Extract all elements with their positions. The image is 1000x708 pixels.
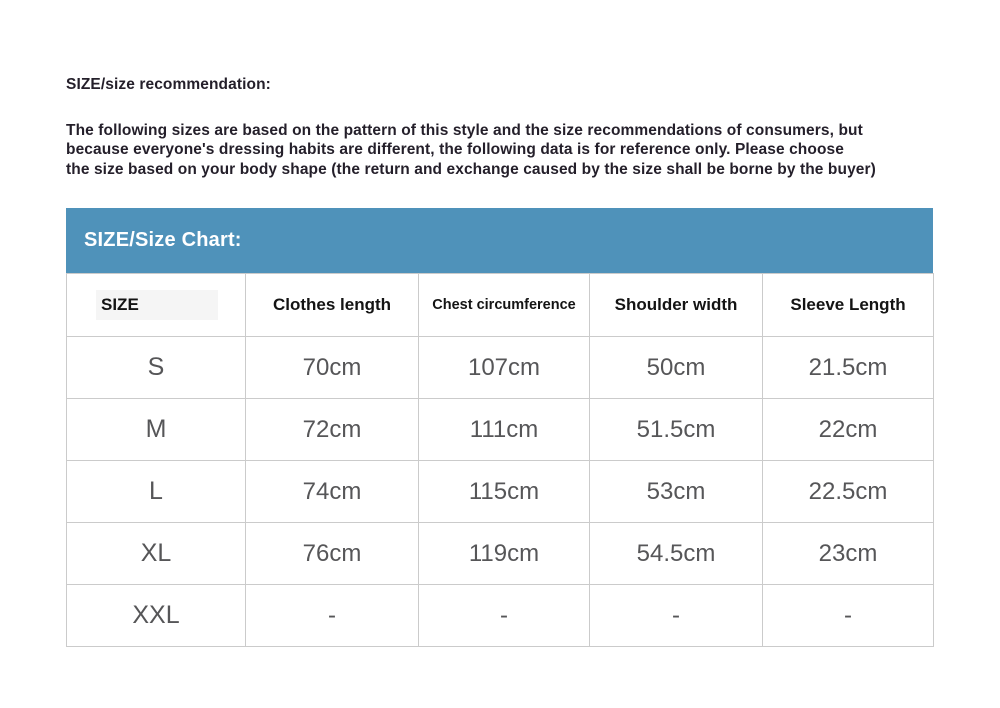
cell-shoulder-width: 53cm <box>589 460 763 523</box>
cell-size-label: M <box>66 398 246 461</box>
size-chart-section: SIZE/Size Chart: SIZE Clothes length Che… <box>66 208 934 647</box>
cell-chest-circumference: 111cm <box>418 398 590 461</box>
table-row-xxl: XXL - - - - <box>66 584 934 647</box>
paragraph-line-1: The following sizes are based on the pat… <box>66 122 863 139</box>
cell-chest-circumference: 119cm <box>418 522 590 585</box>
cell-clothes-length: 72cm <box>245 398 419 461</box>
cell-sleeve-length: 22cm <box>762 398 934 461</box>
cell-shoulder-width: - <box>589 584 763 647</box>
cell-size-label: L <box>66 460 246 523</box>
column-header-sleeve-length: Sleeve Length <box>762 273 934 337</box>
size-recommendation-paragraph: The following sizes are based on the pat… <box>66 121 876 179</box>
cell-sleeve-length: 22.5cm <box>762 460 934 523</box>
cell-chest-circumference: 107cm <box>418 336 590 399</box>
cell-sleeve-length: - <box>762 584 934 647</box>
table-row-m: M 72cm 111cm 51.5cm 22cm <box>66 398 934 461</box>
cell-clothes-length: - <box>245 584 419 647</box>
cell-chest-circumference: 115cm <box>418 460 590 523</box>
size-recommendation-heading: SIZE/size recommendation: <box>66 76 271 93</box>
cell-size-label: XL <box>66 522 246 585</box>
cell-clothes-length: 70cm <box>245 336 419 399</box>
size-chart-title-bar: SIZE/Size Chart: <box>66 208 933 273</box>
column-header-clothes-length: Clothes length <box>245 273 419 337</box>
cell-size-label: S <box>66 336 246 399</box>
cell-sleeve-length: 21.5cm <box>762 336 934 399</box>
column-header-chest-circumference: Chest circumference <box>418 273 590 337</box>
cell-shoulder-width: 51.5cm <box>589 398 763 461</box>
size-header-highlight: SIZE <box>96 290 218 320</box>
size-chart-table: SIZE Clothes length Chest circumference … <box>66 273 934 647</box>
table-row-s: S 70cm 107cm 50cm 21.5cm <box>66 336 934 399</box>
column-header-shoulder-width: Shoulder width <box>589 273 763 337</box>
cell-sleeve-length: 23cm <box>762 522 934 585</box>
table-header-row: SIZE Clothes length Chest circumference … <box>66 273 934 337</box>
table-row-xl: XL 76cm 119cm 54.5cm 23cm <box>66 522 934 585</box>
cell-clothes-length: 74cm <box>245 460 419 523</box>
paragraph-line-2: because everyone's dressing habits are d… <box>66 141 844 159</box>
cell-size-label: XXL <box>66 584 246 647</box>
size-chart-title: SIZE/Size Chart: <box>84 229 242 251</box>
cell-shoulder-width: 54.5cm <box>589 522 763 585</box>
paragraph-line-3: the size based on your body shape (the r… <box>66 160 876 178</box>
table-row-l: L 74cm 115cm 53cm 22.5cm <box>66 460 934 523</box>
column-header-size: SIZE <box>66 273 246 337</box>
cell-chest-circumference: - <box>418 584 590 647</box>
cell-shoulder-width: 50cm <box>589 336 763 399</box>
cell-clothes-length: 76cm <box>245 522 419 585</box>
